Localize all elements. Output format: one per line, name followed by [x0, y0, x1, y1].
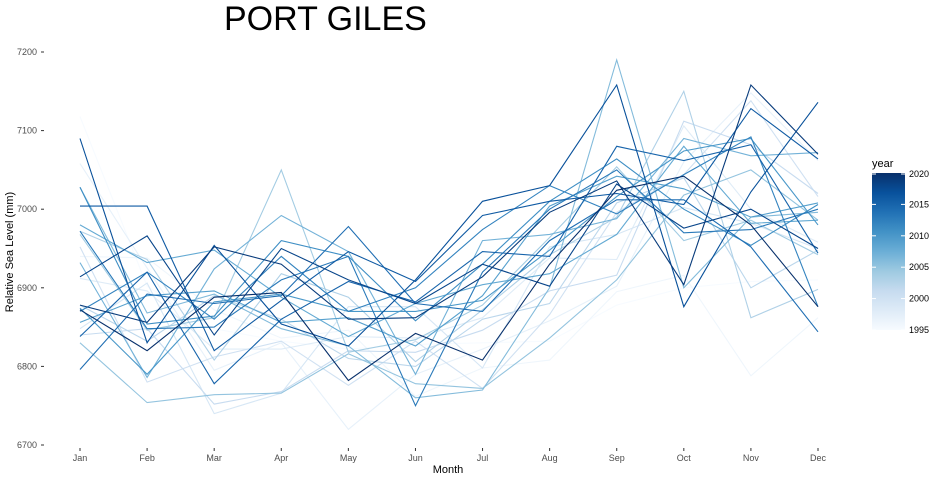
series-lines: [79, 57, 819, 431]
series-line-2002: [79, 177, 819, 367]
x-tick-label: Feb: [139, 453, 155, 463]
x-axis-label: Month: [433, 464, 464, 476]
series-line-2017: [79, 83, 819, 347]
x-tick-label: May: [340, 453, 358, 463]
series-line-2013: [79, 169, 819, 407]
series-line-2020: [79, 175, 819, 382]
series-line-1997: [79, 92, 819, 431]
y-axis-label: Relative Sea Level (mm): [4, 192, 16, 312]
legend-tick-label: 2000: [909, 294, 929, 304]
series-line-2003: [79, 89, 819, 363]
series-line-1996: [79, 255, 819, 397]
series-line-2011: [79, 158, 819, 325]
x-tick-label: Sep: [609, 453, 625, 463]
legend-colorbar: [872, 173, 905, 330]
series-line-2014: [79, 199, 819, 370]
x-tick-label: Mar: [206, 453, 222, 463]
legend-tick-label: 2005: [909, 262, 929, 272]
series-line-2008: [79, 145, 819, 338]
chart-title: PORT GILES: [224, 0, 427, 38]
y-tick-label: 7000: [17, 204, 37, 214]
y-tick-label: 7100: [17, 126, 37, 136]
y-tick-label: 6700: [17, 440, 37, 450]
series-line-2005: [79, 169, 819, 404]
series-line-1998: [79, 124, 819, 350]
series-line-2004: [79, 165, 819, 353]
series-line-1995: [79, 116, 819, 350]
x-tick-label: Nov: [743, 453, 760, 463]
x-axis: Jan Feb Mar Apr May Jun Jul Aug Sep Oct Nov Dec: [73, 448, 827, 463]
series-line-2019: [79, 83, 819, 324]
legend-tick-label: 2010: [909, 231, 929, 241]
series-line-2000: [79, 99, 819, 390]
legend-tick-label: 1995: [909, 325, 929, 335]
x-tick-label: Dec: [810, 453, 827, 463]
legend-title: year: [872, 158, 894, 170]
x-tick-label: Jan: [73, 453, 88, 463]
x-tick-label: Aug: [542, 453, 558, 463]
legend-ticks: 1995 2000 2005 2010 2015 2020: [872, 169, 929, 335]
y-tick-label: 7200: [17, 47, 37, 57]
legend-tick-label: 2020: [909, 169, 929, 179]
y-axis: 6700 6800 6900 7000 7100 7200: [17, 47, 44, 450]
series-line-2012: [79, 136, 819, 320]
series-line-2001: [79, 120, 819, 405]
series-line-2016: [80, 107, 819, 352]
y-tick-label: 6800: [17, 361, 37, 371]
x-tick-label: Jul: [477, 453, 489, 463]
legend: year 1995 2000 2005 2010 2015 2020: [872, 158, 929, 335]
series-line-2015: [79, 144, 819, 385]
series-line-2010: [79, 137, 819, 376]
legend-tick-label: 2015: [909, 199, 929, 209]
series-line-2006: [79, 57, 819, 399]
x-tick-label: Apr: [274, 453, 288, 463]
series-line-2009: [79, 175, 819, 347]
series-line-2018: [79, 183, 819, 336]
x-tick-label: Oct: [677, 453, 692, 463]
y-tick-label: 6900: [17, 283, 37, 293]
x-tick-label: Jun: [408, 453, 423, 463]
